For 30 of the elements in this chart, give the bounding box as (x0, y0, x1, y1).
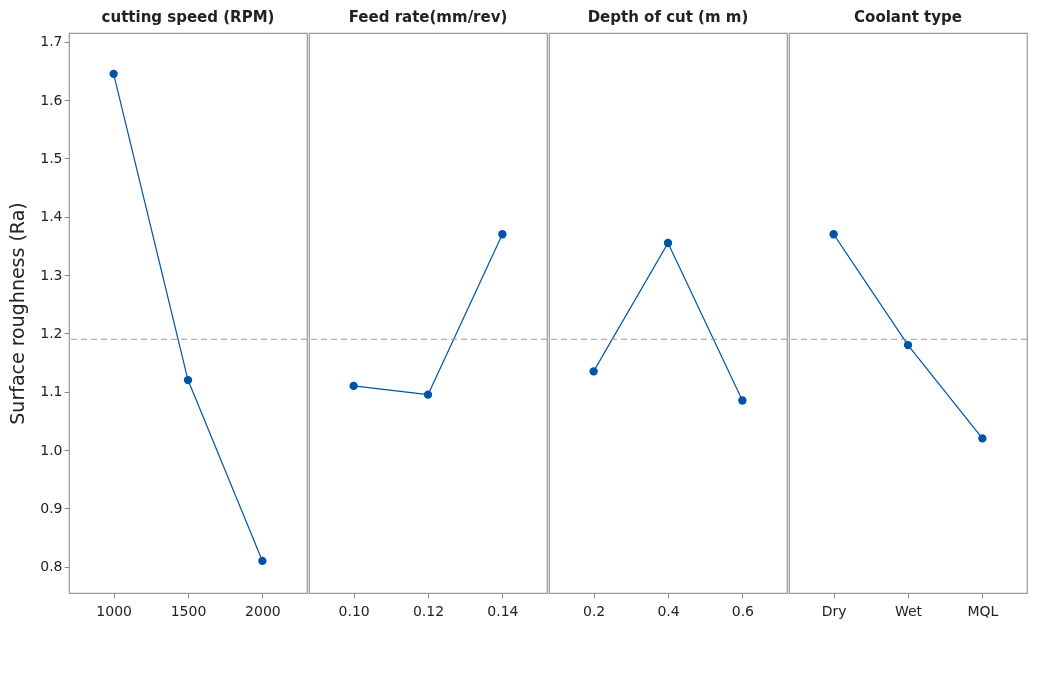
y-tick-label: 1.5 (40, 149, 63, 166)
chart-title: Depth of cut (m m) (587, 8, 749, 26)
x-tick-label: Dry (821, 602, 847, 619)
x-tick-label: 0.6 (731, 602, 755, 619)
x-tick-label: 1500 (170, 602, 207, 619)
y-tick-label: 0.8 (40, 558, 63, 575)
x-tick-label: 0.10 (338, 602, 370, 619)
y-tick-label: 1.0 (40, 441, 63, 458)
y-tick-label: 0.9 (40, 499, 63, 516)
y-tick-label: 1.6 (40, 91, 63, 108)
point (183, 375, 193, 385)
y-tick-label: 1.3 (40, 266, 63, 283)
y-axis-title: Surface roughness (Ra) (6, 202, 29, 425)
chart-title: cutting speed (RPM) (101, 8, 275, 26)
x-tick-label: MQL (967, 602, 999, 619)
chart-title: Coolant type (854, 8, 962, 26)
point (109, 69, 118, 79)
x-tick-label: 0.2 (582, 602, 606, 619)
chart-title: Feed rate(mm/rev) (348, 8, 508, 26)
point (258, 556, 267, 566)
x-tick-label: 2000 (245, 602, 281, 619)
y-tick-label: 1.4 (40, 208, 63, 225)
x-tick-label: Wet (894, 602, 923, 619)
y-tick-label: 1.2 (40, 324, 63, 341)
y-tick-label: 1.1 (40, 383, 63, 400)
y-tick-label: 1.7 (40, 33, 63, 50)
x-tick-label: 0.12 (412, 602, 445, 619)
x-tick-label: 1000 (96, 602, 132, 619)
x-tick-label: 0.14 (487, 602, 519, 619)
x-tick-label: 0.4 (657, 602, 680, 619)
